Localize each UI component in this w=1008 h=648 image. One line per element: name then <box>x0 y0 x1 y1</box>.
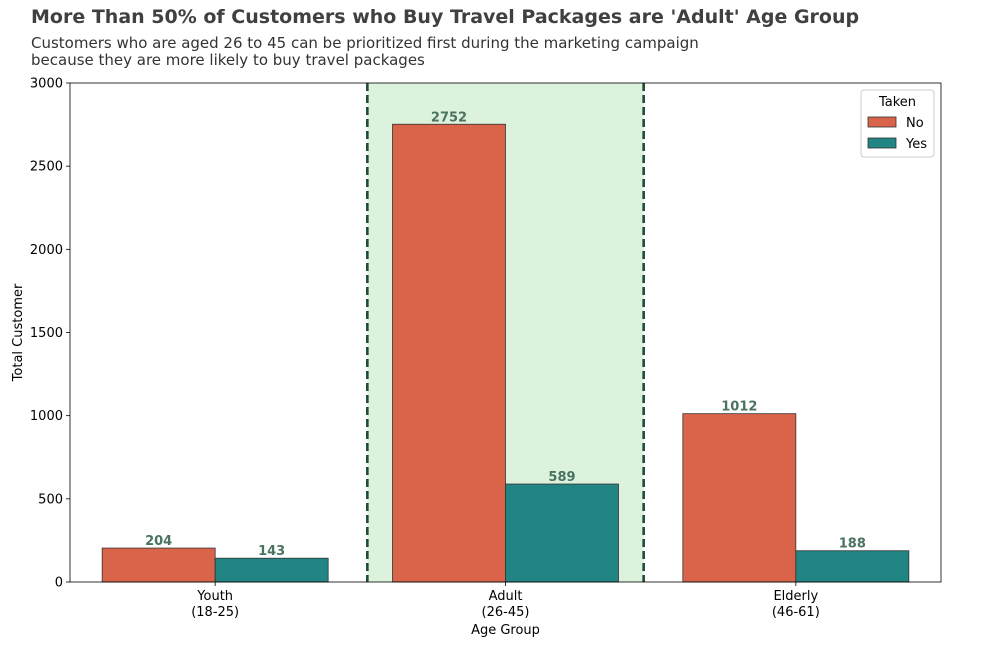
bar-yes-youth <box>214 557 329 583</box>
y-tick-label-0: 0 <box>55 576 63 591</box>
data-label-no-youth: 204 <box>145 534 172 549</box>
x-tick-label-elderly-line-2: (46-61) <box>772 605 820 620</box>
chart-subtitle-line-1: Customers who are aged 26 to 45 can be p… <box>31 34 699 52</box>
data-label-no-adult: 2752 <box>431 110 467 125</box>
x-tick-label-youth-line-1: Youth <box>196 589 233 604</box>
chart-subtitle: Customers who are aged 26 to 45 can be p… <box>31 35 699 69</box>
legend-title: Taken <box>878 95 916 110</box>
x-tick-label-elderly-line-1: Elderly <box>773 589 818 604</box>
chart-title: More Than 50% of Customers who Buy Trave… <box>31 6 860 28</box>
x-tick-label-adult-line-1: Adult <box>489 589 523 604</box>
y-tick-label-3000: 3000 <box>30 77 63 92</box>
legend-label-yes: Yes <box>905 137 927 152</box>
y-tick-label-1000: 1000 <box>30 409 63 424</box>
data-label-yes-youth: 143 <box>258 544 285 559</box>
x-tick-label-adult-line-2: (26-45) <box>482 605 530 620</box>
y-tick-label-500: 500 <box>38 492 63 507</box>
bar-yes-elderly <box>795 550 910 583</box>
legend-swatch-yes <box>867 137 897 149</box>
y-axis-title: Total Customer <box>11 283 26 382</box>
y-tick-label-1500: 1500 <box>30 326 63 341</box>
bar-no-adult <box>392 123 506 583</box>
bar-no-elderly <box>682 413 797 583</box>
y-tick-label-2000: 2000 <box>30 243 63 258</box>
x-tick-label-youth-line-2: (18-25) <box>191 605 239 620</box>
legend-swatch-no <box>867 116 897 128</box>
y-tick-label-2500: 2500 <box>30 160 63 175</box>
data-label-no-elderly: 1012 <box>721 400 757 415</box>
bar-no-youth <box>101 547 216 583</box>
x-axis-title: Age Group <box>471 623 540 638</box>
data-label-yes-adult: 589 <box>548 470 575 485</box>
bar-yes-adult <box>505 483 619 583</box>
data-label-yes-elderly: 188 <box>839 537 866 552</box>
legend-label-no: No <box>906 116 924 131</box>
chart-subtitle-line-2: because they are more likely to buy trav… <box>31 51 425 69</box>
